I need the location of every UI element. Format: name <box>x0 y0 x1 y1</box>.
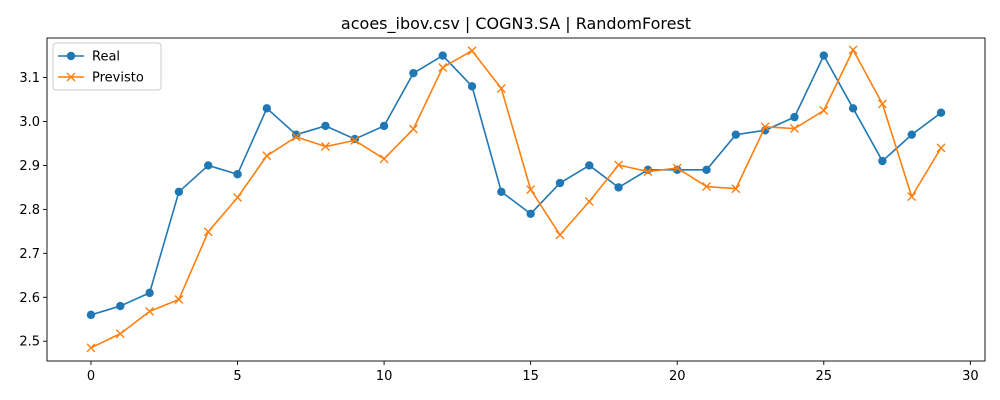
data-point <box>320 142 330 152</box>
data-point <box>731 184 741 194</box>
data-point <box>174 294 184 304</box>
data-point <box>789 124 799 134</box>
data-point <box>262 104 272 113</box>
y-tick-label: 2.7 <box>19 247 40 262</box>
legend-marker <box>66 51 76 61</box>
data-point <box>409 68 418 78</box>
legend-label: Real <box>92 50 120 65</box>
axes: 0 5 10 15 20 25 30 2.5 2.6 2.7 2.8 2.9 3.0 3.1 <box>19 37 986 384</box>
x-tick-label: 20 <box>669 369 686 384</box>
y-tick-label: 2.5 <box>19 335 40 350</box>
data-point <box>379 154 389 164</box>
data-point <box>936 143 946 153</box>
legend-marker <box>66 72 76 82</box>
series-previsto <box>86 45 946 353</box>
legend-label: Previsto <box>92 71 144 86</box>
data-point <box>819 51 828 60</box>
data-point <box>877 99 887 109</box>
data-point <box>203 227 213 237</box>
data-point <box>848 104 858 113</box>
data-point <box>702 165 711 175</box>
legend-entry-previsto: Previsto <box>58 71 144 86</box>
data-point <box>379 121 389 131</box>
data-point <box>643 167 653 177</box>
data-point <box>438 51 447 60</box>
data-point <box>233 170 242 179</box>
data-point <box>145 288 154 298</box>
legend-box <box>52 42 162 91</box>
data-point <box>555 178 565 188</box>
data-point <box>907 192 917 202</box>
plot-area <box>86 45 946 353</box>
y-tick-label: 3.0 <box>19 115 40 130</box>
data-point <box>878 156 887 166</box>
data-point <box>702 182 712 192</box>
data-point <box>584 196 594 206</box>
data-point <box>86 310 96 320</box>
data-point <box>526 185 536 195</box>
data-point <box>86 343 96 353</box>
data-point <box>497 187 506 197</box>
data-point <box>291 132 301 142</box>
data-point <box>233 193 243 203</box>
x-tick-label: 5 <box>233 369 241 384</box>
data-point <box>760 122 770 132</box>
x-tick-label: 30 <box>962 369 979 384</box>
data-point <box>350 135 360 145</box>
data-point <box>321 121 330 131</box>
data-point <box>526 209 535 218</box>
x-tick-label: 0 <box>87 369 95 384</box>
data-point <box>790 112 799 122</box>
data-point <box>438 62 448 72</box>
y-tick-label: 3.1 <box>19 71 40 86</box>
data-point <box>262 151 272 161</box>
data-point <box>585 161 594 170</box>
y-tick-label: 2.8 <box>19 203 40 218</box>
data-point <box>204 161 213 170</box>
data-point <box>408 124 418 134</box>
data-point <box>731 130 741 139</box>
data-point <box>848 45 858 55</box>
series-line-previsto <box>90 49 942 349</box>
data-point <box>643 165 653 175</box>
data-point <box>115 329 125 339</box>
data-point <box>496 84 506 94</box>
legend-entry-real: Real <box>58 50 120 65</box>
x-tick-label: 10 <box>376 369 393 384</box>
x-tick-label: 15 <box>522 369 539 384</box>
data-point <box>145 306 155 316</box>
data-point <box>672 163 682 173</box>
data-point <box>555 230 565 240</box>
data-point <box>907 130 916 139</box>
x-tick-label: 25 <box>816 369 833 384</box>
y-tick-label: 2.6 <box>19 291 40 306</box>
data-point <box>174 187 184 197</box>
data-point <box>819 106 829 116</box>
data-point <box>467 46 477 56</box>
data-point <box>936 108 946 117</box>
legend: Real Previsto <box>52 42 162 91</box>
data-point <box>614 160 624 170</box>
axes-frame <box>46 37 986 362</box>
data-point <box>614 183 623 192</box>
chart-title: acoes_ibov.csv | COGN3.SA | RandomForest <box>341 14 691 34</box>
data-point <box>116 301 125 311</box>
series-line-real <box>90 54 942 316</box>
data-point <box>467 82 477 91</box>
series-real <box>86 51 946 320</box>
y-tick-label: 2.9 <box>19 159 40 174</box>
